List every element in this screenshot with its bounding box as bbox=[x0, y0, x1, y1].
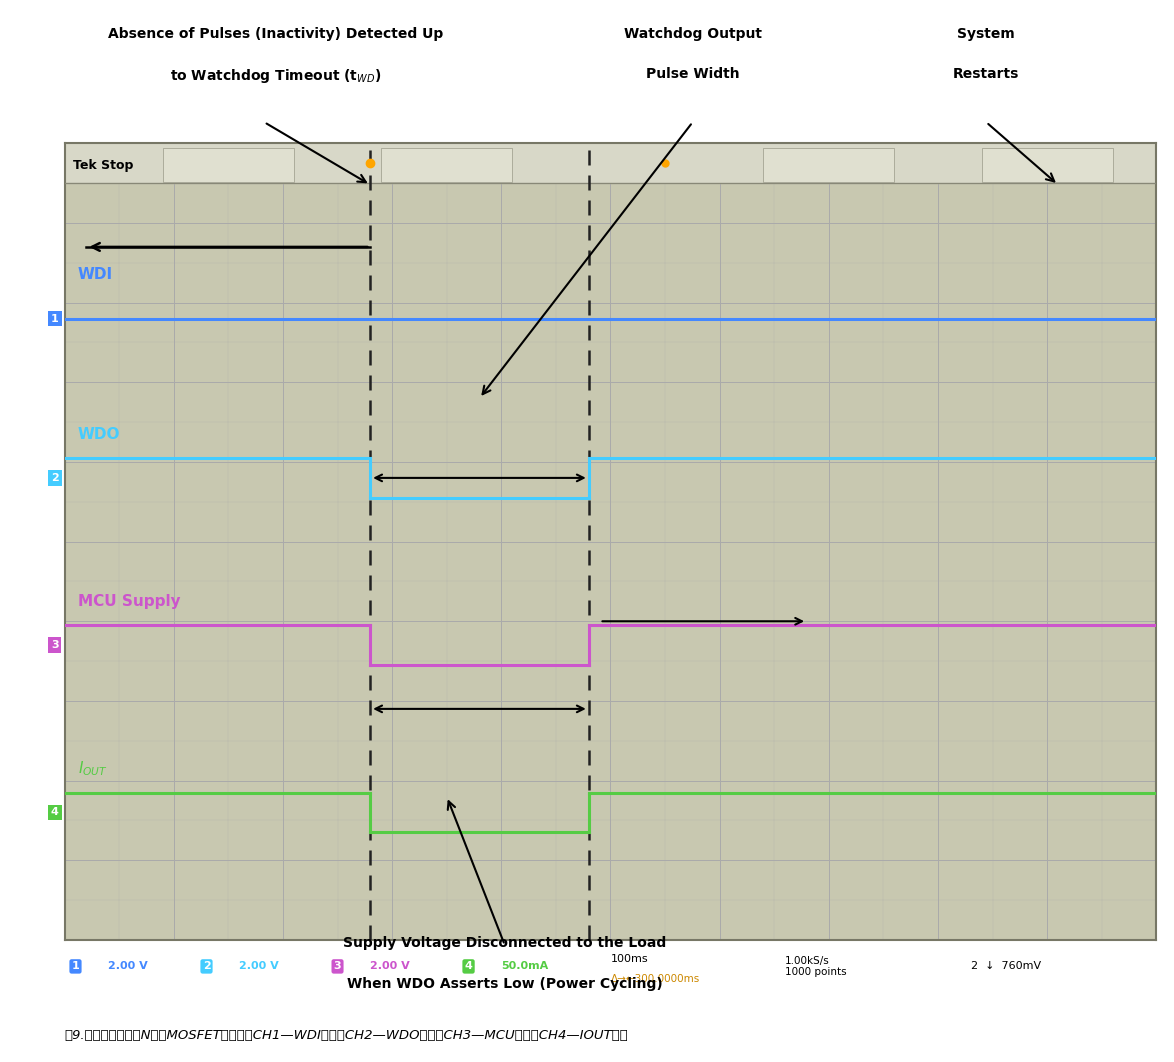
Text: System: System bbox=[957, 27, 1016, 40]
Bar bbox=[763, 149, 895, 182]
Text: 2: 2 bbox=[50, 473, 59, 483]
Text: 1: 1 bbox=[72, 961, 80, 972]
Text: Watchdog Output: Watchdog Output bbox=[623, 27, 762, 40]
Text: When WDO Asserts Low (Power Cycling): When WDO Asserts Low (Power Cycling) bbox=[348, 977, 662, 991]
Text: 50.0mA: 50.0mA bbox=[501, 961, 548, 972]
Text: 2: 2 bbox=[203, 961, 210, 972]
Text: 图9.驱动电路中采用N沟道MOSFET的信号（CH1—WDI信号；CH2—WDO信号；CH3—MCU电源；CH4—IOUT）。: 图9.驱动电路中采用N沟道MOSFET的信号（CH1—WDI信号；CH2—WDO… bbox=[65, 1029, 628, 1042]
Text: WDI: WDI bbox=[77, 268, 113, 282]
Text: 2  ↓  760mV: 2 ↓ 760mV bbox=[971, 961, 1041, 972]
Text: 2.00 V: 2.00 V bbox=[108, 961, 148, 972]
Text: to Watchdog Timeout (t$_{WD}$): to Watchdog Timeout (t$_{WD}$) bbox=[170, 67, 382, 85]
Text: 2.00 V: 2.00 V bbox=[370, 961, 410, 972]
Text: $I_{OUT}$: $I_{OUT}$ bbox=[77, 759, 108, 778]
Text: 4: 4 bbox=[50, 807, 59, 818]
Text: Pulse Width: Pulse Width bbox=[646, 67, 740, 81]
Text: Δ→←300.0000ms: Δ→←300.0000ms bbox=[610, 974, 700, 983]
Text: 1.00kS/s
1000 points: 1.00kS/s 1000 points bbox=[785, 956, 846, 977]
Text: 2.00 V: 2.00 V bbox=[239, 961, 279, 972]
Text: MCU Supply: MCU Supply bbox=[77, 594, 181, 609]
Text: 4: 4 bbox=[465, 961, 472, 972]
Text: Restarts: Restarts bbox=[953, 67, 1019, 81]
Text: Supply Voltage Disconnected to the Load: Supply Voltage Disconnected to the Load bbox=[343, 937, 667, 950]
Text: 3: 3 bbox=[333, 961, 342, 972]
Bar bbox=[65, 143, 1156, 183]
Text: 3: 3 bbox=[52, 640, 59, 650]
Bar bbox=[382, 149, 512, 182]
Text: Tek Stop: Tek Stop bbox=[73, 159, 134, 172]
Bar bbox=[981, 149, 1113, 182]
Text: WDO: WDO bbox=[77, 427, 120, 442]
Text: Absence of Pulses (Inactivity) Detected Up: Absence of Pulses (Inactivity) Detected … bbox=[108, 27, 444, 40]
Text: 100ms: 100ms bbox=[610, 954, 648, 964]
Text: 1: 1 bbox=[50, 313, 59, 324]
Bar bbox=[163, 149, 294, 182]
